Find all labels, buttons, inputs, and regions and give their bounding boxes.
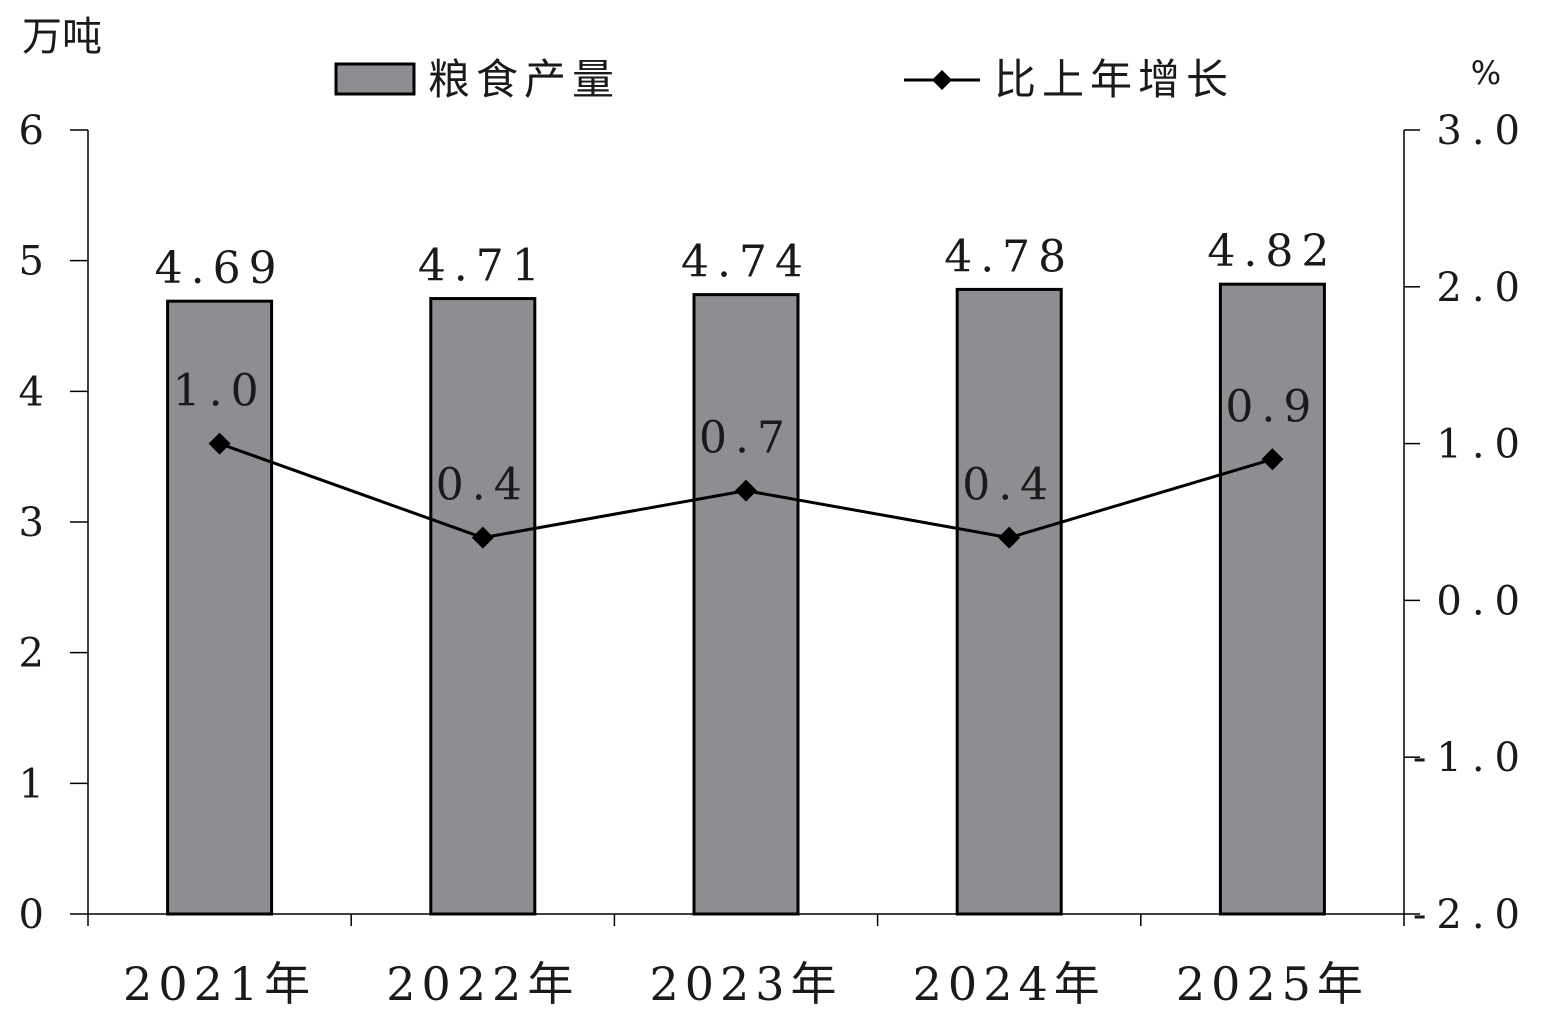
bar [429,297,537,916]
bar-value-label: 4.82 [1207,226,1337,277]
left-tick-label: 3 [19,500,44,546]
x-tick-label: 2024年 [913,957,1106,1011]
left-tick-label: 5 [19,239,44,285]
axes: 0 1 2 3 4 5 6 -2.0 -1.0 0.0 1.0 2.0 3.0 2021年 2022年 202… [19,108,1530,1011]
bar [1218,282,1326,916]
legend-line-label: 比上年增长 [994,55,1234,104]
left-tick-label: 0 [19,892,44,938]
right-tick-label: 1.0 [1436,422,1530,468]
line-point-marker [735,479,757,502]
line-value-label: 0.4 [962,460,1056,511]
line-point-marker [998,526,1021,549]
legend-line-marker [932,70,952,90]
right-axis-unit: % [1471,54,1501,92]
data-labels: 4.69 4.71 4.74 4.78 4.82 1.0 0.4 0.7 0.4 0.9 [155,226,1337,511]
left-tick-label: 6 [19,108,44,154]
right-tick-label: -1.0 [1413,735,1530,781]
line-value-label: 0.9 [1225,381,1319,432]
bar [955,287,1063,916]
left-tick-label: 2 [19,631,44,677]
line-series [208,432,1284,549]
legend: 粮食产量 比上年增长 [334,55,1234,104]
x-tick-label: 2022年 [386,957,579,1011]
line-point-marker [1261,448,1284,471]
left-axis-unit: 万吨 [22,14,102,60]
legend-bar-label: 粮食产量 [428,55,620,104]
x-tick-label: 2021年 [123,957,316,1011]
bar-value-label: 4.71 [418,241,548,292]
bar-value-label: 4.69 [155,243,285,294]
x-tick-label: 2025年 [1176,957,1369,1011]
left-tick-label: 1 [19,761,44,807]
right-tick-label: -2.0 [1413,892,1530,938]
x-tick-label: 2023年 [649,957,842,1011]
right-tick-label: 3.0 [1436,108,1530,154]
left-tick-label: 4 [19,369,44,415]
line-point-marker [471,526,494,549]
legend-bar-swatch [334,62,416,96]
bar-series [166,282,1326,916]
right-tick-label: 2.0 [1436,265,1530,311]
bar [166,299,274,916]
line-point-marker [208,432,231,455]
line-value-label: 0.4 [436,460,530,511]
bar-value-label: 4.78 [944,231,1074,282]
right-tick-label: 0.0 [1436,578,1530,624]
line-value-label: 1.0 [173,366,267,417]
line-value-label: 0.7 [699,413,793,464]
bar-value-label: 4.74 [681,237,811,288]
bar [692,293,800,916]
